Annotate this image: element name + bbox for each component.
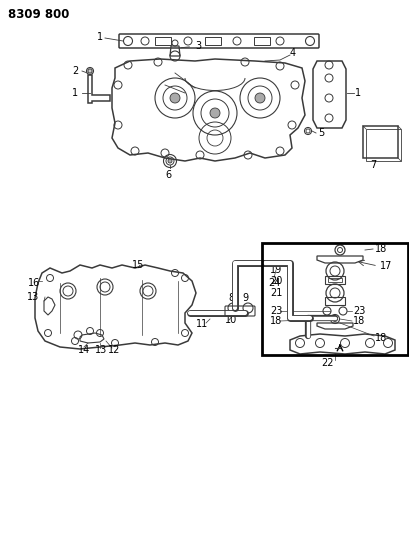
Text: 20: 20 [270,276,282,286]
Text: 3: 3 [180,41,201,51]
Text: 8309 800: 8309 800 [8,8,69,21]
Text: 18: 18 [352,316,364,326]
Text: 12: 12 [108,345,120,355]
Text: 23: 23 [270,306,282,316]
Text: 15: 15 [132,260,144,270]
Text: 21: 21 [270,288,282,298]
Text: 1: 1 [97,32,103,42]
Bar [261,243,407,355]
Text: 5: 5 [317,128,324,138]
Text: 8: 8 [227,293,234,303]
Circle shape [170,93,180,103]
Bar [324,276,344,284]
Text: 14: 14 [78,345,90,355]
Text: 17: 17 [379,261,391,271]
Text: 6: 6 [164,170,171,180]
Text: 18: 18 [374,244,387,254]
Text: 16: 16 [28,278,40,288]
Circle shape [254,93,264,103]
Bar [155,37,171,45]
Text: 18: 18 [374,333,387,343]
Text: 10: 10 [225,315,237,325]
Circle shape [86,68,93,75]
Text: 1: 1 [72,88,78,98]
Text: 13: 13 [95,345,107,355]
Text: 7: 7 [369,160,375,170]
Bar [365,129,400,161]
Text: 22: 22 [321,358,333,368]
Text: 19: 19 [270,265,281,275]
Bar [362,126,397,158]
Text: 9: 9 [241,293,247,303]
Bar [204,37,220,45]
Circle shape [209,108,220,118]
Text: 18: 18 [270,316,281,326]
Bar [327,278,341,282]
Text: 4: 4 [289,48,295,58]
Text: 24: 24 [267,278,280,288]
Bar [254,37,270,45]
Bar [324,297,344,305]
Circle shape [168,159,172,163]
Text: 1: 1 [354,88,360,98]
Text: 11: 11 [196,319,208,329]
Text: 23: 23 [352,306,364,316]
Text: 2: 2 [72,66,78,76]
Text: 13: 13 [27,292,39,302]
